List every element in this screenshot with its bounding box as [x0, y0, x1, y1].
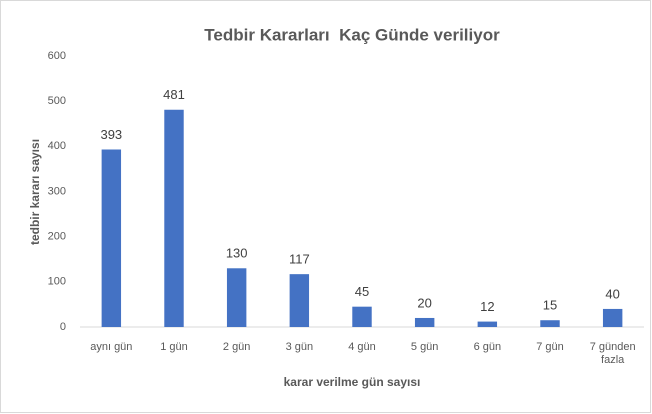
bar: [101, 149, 122, 327]
data-label: 12: [480, 299, 494, 314]
y-axis-title: tedbir kararı sayısı: [28, 139, 42, 245]
x-tick-label: 5 gün: [411, 341, 439, 353]
data-label: 481: [163, 87, 185, 102]
x-tick-label: 7 günden fazla: [590, 341, 636, 366]
bar: [477, 321, 498, 327]
data-label: 393: [100, 127, 122, 142]
bar: [602, 308, 623, 327]
x-tick-label: 1 gün: [160, 341, 188, 353]
y-tick-label: 500: [48, 95, 66, 107]
bar: [226, 268, 247, 327]
y-tick-label: 600: [48, 50, 66, 62]
x-tick-label: 7 gün: [536, 341, 564, 353]
x-tick-label: 3 gün: [286, 341, 314, 353]
x-axis-title: karar verilme gün sayısı: [284, 375, 421, 389]
chart-title: Tedbir Kararları Kaç Günde veriliyor: [204, 25, 500, 44]
data-label: 40: [605, 286, 619, 301]
data-label: 45: [355, 284, 369, 299]
bar: [289, 274, 310, 327]
data-label: 130: [226, 246, 248, 261]
x-tick-label: 2 gün: [223, 341, 251, 353]
y-tick-label: 400: [48, 140, 66, 152]
y-tick-label: 100: [48, 276, 66, 288]
bar: [540, 320, 560, 327]
data-label: 20: [417, 295, 431, 310]
data-label: 15: [543, 298, 557, 313]
y-tick-label: 200: [48, 231, 66, 243]
bar: [164, 109, 184, 327]
bar: [352, 306, 372, 327]
x-tick-label: aynı gün: [90, 341, 132, 353]
x-tick-label: 4 gün: [348, 341, 376, 353]
y-tick-label: 0: [60, 321, 66, 333]
x-tick-label: 6 gün: [474, 341, 502, 353]
y-tick-label: 300: [48, 185, 66, 197]
bar: [414, 317, 435, 327]
data-label: 117: [289, 252, 310, 267]
